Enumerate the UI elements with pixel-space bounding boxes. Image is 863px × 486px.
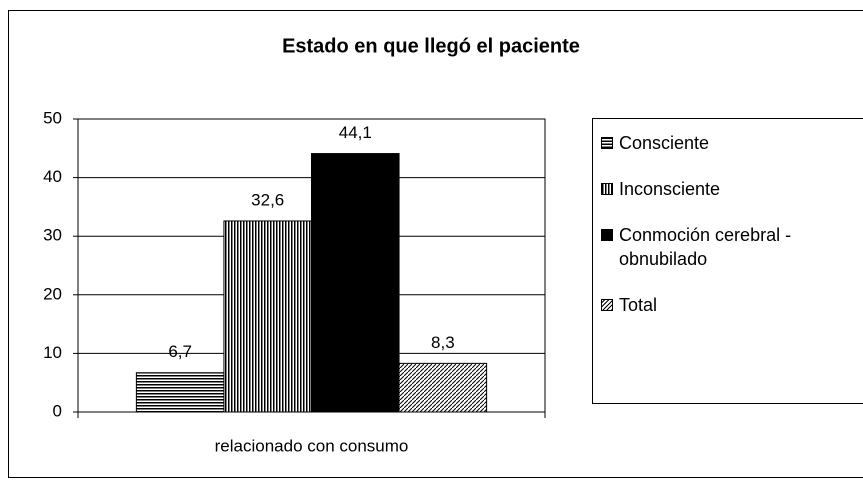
data-label: 44,1 bbox=[339, 123, 372, 142]
legend: Consciente Inconsciente Conmoción cerebral… bbox=[592, 118, 863, 404]
x-tick-label: relacionado con consumo bbox=[215, 436, 409, 455]
chart-title: Estado en que llegó el paciente bbox=[282, 35, 580, 57]
legend-label: Consciente bbox=[619, 133, 710, 153]
legend-item: Inconsciente bbox=[601, 177, 863, 201]
legend-swatch bbox=[601, 299, 613, 311]
data-label: 6,7 bbox=[168, 342, 192, 361]
bar bbox=[311, 153, 400, 413]
legend-swatch bbox=[601, 183, 613, 195]
legend-item: Conmoción cerebral - obnubilado bbox=[601, 223, 863, 271]
y-tick-label: 40 bbox=[43, 167, 62, 186]
legend-swatch bbox=[601, 229, 613, 241]
legend-swatch bbox=[601, 137, 613, 149]
legend-item: Total bbox=[601, 293, 863, 317]
bar bbox=[135, 372, 225, 413]
y-tick-label: 10 bbox=[43, 343, 62, 362]
bar bbox=[223, 220, 312, 413]
bar bbox=[398, 362, 488, 413]
data-label: 32,6 bbox=[251, 190, 284, 209]
legend-label: Inconsciente bbox=[619, 179, 721, 199]
legend-item: Consciente bbox=[601, 131, 863, 155]
data-label: 8,3 bbox=[431, 333, 455, 352]
legend-label: Conmoción cerebral - obnubilado bbox=[619, 225, 792, 269]
chart-border bbox=[8, 10, 863, 478]
legend-label: Total bbox=[619, 295, 658, 315]
y-tick-label: 50 bbox=[43, 108, 62, 127]
y-tick-label: 20 bbox=[43, 284, 62, 303]
y-tick-label: 30 bbox=[43, 226, 62, 245]
y-tick-label: 0 bbox=[53, 401, 62, 420]
